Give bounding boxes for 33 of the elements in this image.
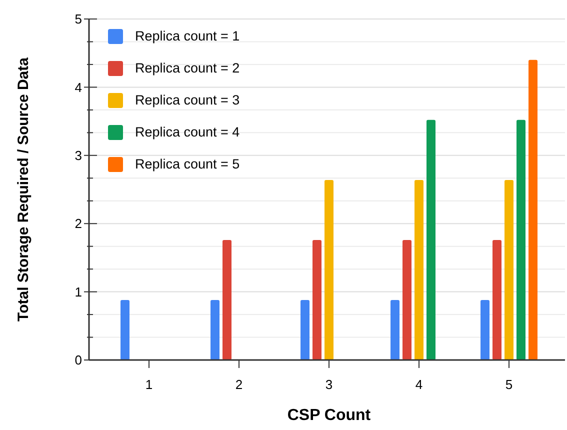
bar <box>528 60 538 360</box>
bar <box>402 240 412 360</box>
bar <box>120 300 130 360</box>
bar <box>324 180 334 360</box>
x-axis-title: CSP Count <box>287 407 372 424</box>
x-tick-label: 3 <box>325 377 333 392</box>
y-tick-label: 0 <box>74 352 82 368</box>
bar <box>210 300 220 360</box>
legend-label: Replica count = 1 <box>135 28 240 44</box>
x-tick-label: 1 <box>145 377 153 392</box>
bar <box>426 120 436 360</box>
legend-label: Replica count = 4 <box>135 124 240 140</box>
legend-label: Replica count = 3 <box>135 92 240 108</box>
bar <box>414 180 424 360</box>
y-tick-label: 4 <box>74 80 82 95</box>
bar <box>222 240 232 360</box>
legend-label: Replica count = 5 <box>135 156 240 172</box>
bar <box>312 240 322 360</box>
x-tick-label: 2 <box>235 377 243 392</box>
bar <box>300 300 310 360</box>
bar <box>480 300 490 360</box>
bar <box>390 300 400 360</box>
y-tick-label: 2 <box>74 216 82 232</box>
x-tick-label: 5 <box>505 377 513 392</box>
bar <box>516 120 526 360</box>
legend-label: Replica count = 2 <box>135 60 240 76</box>
y-tick-label: 5 <box>74 12 82 27</box>
y-axis-title: Total Storage Required / Source Data <box>15 56 32 322</box>
bar <box>492 240 502 360</box>
y-tick-label: 3 <box>74 148 82 163</box>
bar <box>504 180 514 360</box>
y-tick-label: 1 <box>74 284 82 300</box>
x-tick-label: 4 <box>415 377 423 392</box>
